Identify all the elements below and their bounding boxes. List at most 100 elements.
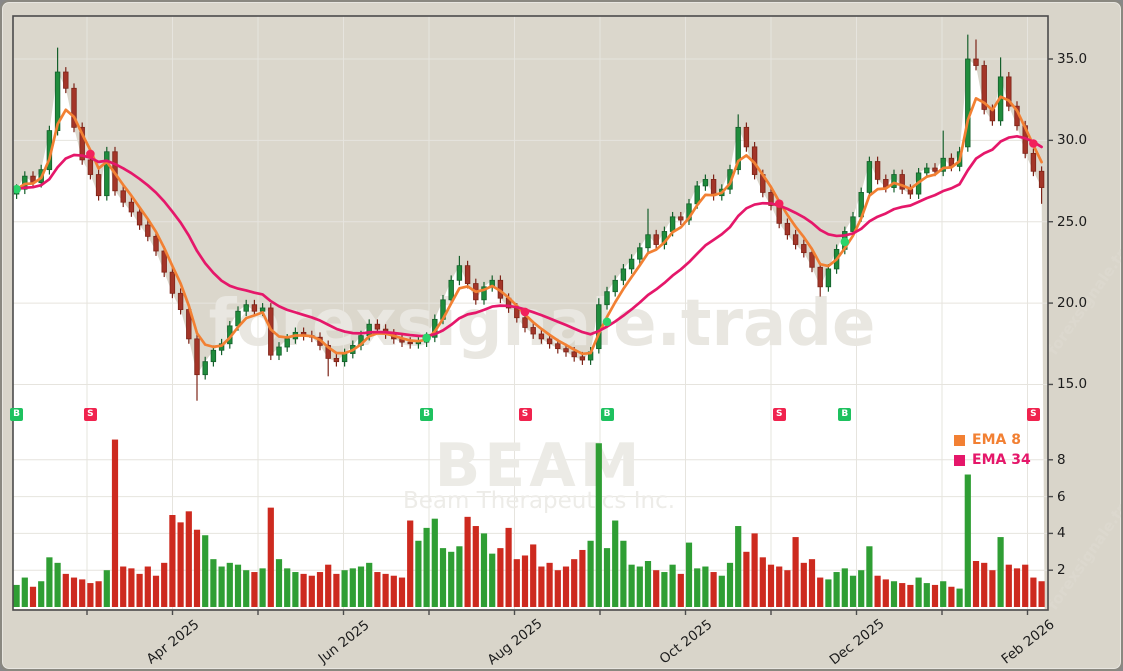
- volume-bar: [874, 575, 881, 607]
- candle-down: [768, 192, 774, 206]
- volume-bar: [562, 566, 570, 607]
- candle-down: [809, 252, 815, 268]
- candle-up: [735, 126, 741, 171]
- volume-bar: [251, 572, 258, 607]
- volume-bar: [866, 546, 873, 607]
- volume-bar: [956, 588, 963, 607]
- volume-bar: [398, 577, 406, 607]
- candle-down: [981, 65, 987, 110]
- candle-up: [825, 268, 832, 288]
- volume-bar: [858, 570, 865, 607]
- volume-bar: [767, 564, 775, 607]
- volume-bar: [234, 564, 242, 607]
- candle-down: [145, 224, 151, 237]
- volume-bar: [267, 507, 274, 607]
- volume-bar: [661, 572, 668, 607]
- candle-up: [284, 338, 290, 348]
- candle-up: [850, 216, 856, 232]
- candle-down: [555, 343, 561, 350]
- volume-bar: [981, 562, 988, 607]
- volume-bar: [161, 562, 168, 607]
- volume-bar: [325, 564, 332, 607]
- volume-bar: [374, 572, 381, 607]
- volume-tick-label: 4: [1057, 525, 1066, 542]
- candle-down: [251, 304, 258, 312]
- candle-up: [210, 349, 217, 363]
- candle-down: [538, 333, 545, 340]
- volume-bar: [653, 570, 660, 607]
- volume-bar: [784, 570, 791, 607]
- volume-bar: [677, 573, 684, 607]
- volume-bar: [284, 568, 291, 607]
- volume-bar: [964, 474, 971, 607]
- volume-bar: [480, 533, 488, 607]
- candle-down: [653, 234, 659, 245]
- signal-dots: [12, 139, 1038, 343]
- symbol-watermark: BEAM: [435, 431, 644, 501]
- volume-bar: [571, 559, 578, 607]
- volume-bar: [1038, 581, 1045, 607]
- candle-up: [104, 151, 110, 197]
- volume-bar: [931, 584, 939, 607]
- volume-bar: [628, 564, 635, 607]
- candle-up: [965, 58, 971, 148]
- margin-watermark-bottom: forexsignale.trade: [1044, 475, 1123, 613]
- candle-down: [95, 174, 102, 197]
- candle-up: [645, 234, 651, 249]
- candle-down: [464, 265, 471, 284]
- candle-down: [153, 235, 159, 252]
- volume-bar: [103, 570, 110, 607]
- volume-bar: [341, 570, 348, 607]
- buy-signal-marker: B: [838, 408, 852, 421]
- volume-bar: [169, 515, 176, 607]
- site-watermark: forexsignale.trade: [209, 287, 876, 361]
- volume-bar: [497, 548, 504, 607]
- volume-bar: [513, 559, 520, 607]
- volume-bar: [710, 572, 717, 607]
- candle-up: [202, 361, 208, 376]
- volume-bar: [390, 575, 397, 607]
- volume-bar: [226, 562, 233, 607]
- volume-bar: [439, 548, 447, 607]
- volume-bar: [62, 573, 69, 607]
- axes-frame: [12, 15, 1053, 615]
- buy-cross-dot: [602, 317, 612, 327]
- volume-bar: [70, 577, 78, 607]
- volume-bar: [538, 566, 545, 607]
- candle-down: [817, 266, 823, 288]
- candle-down: [1038, 170, 1045, 188]
- buy-cross-dot: [12, 184, 21, 194]
- volume-bar: [464, 516, 471, 607]
- volume-bar: [275, 559, 283, 607]
- volume-bar: [423, 527, 430, 607]
- plot-frame: [12, 15, 1049, 611]
- candle-down: [71, 87, 77, 128]
- volume-bar: [587, 540, 594, 607]
- volume-bar: [899, 583, 906, 607]
- sell-cross-dot: [86, 149, 95, 159]
- volume-bar: [595, 443, 602, 607]
- candle-down: [530, 327, 536, 335]
- candle-down: [784, 222, 791, 236]
- volume-bar: [841, 568, 848, 607]
- volume-bar: [382, 573, 389, 607]
- candle-down: [120, 190, 126, 203]
- candle-down: [128, 201, 135, 213]
- candle-down: [169, 271, 176, 294]
- sell-signal-marker: S: [518, 408, 532, 421]
- volume-bar: [120, 566, 127, 607]
- candle-down: [374, 323, 381, 330]
- margin-watermark-top: forexsignale.trade: [1044, 220, 1123, 358]
- volume-bar: [948, 586, 955, 607]
- candle-down: [546, 338, 553, 345]
- volume-bar: [644, 561, 652, 607]
- volume-bar: [808, 559, 816, 607]
- volume-bar: [530, 544, 537, 607]
- legend: EMA 8 EMA 34: [954, 430, 1031, 470]
- volume-bar: [29, 586, 37, 607]
- ema8-label: EMA 8: [972, 432, 1021, 448]
- candle-down: [194, 338, 200, 376]
- candle-down: [801, 244, 807, 254]
- candle-down: [87, 159, 94, 175]
